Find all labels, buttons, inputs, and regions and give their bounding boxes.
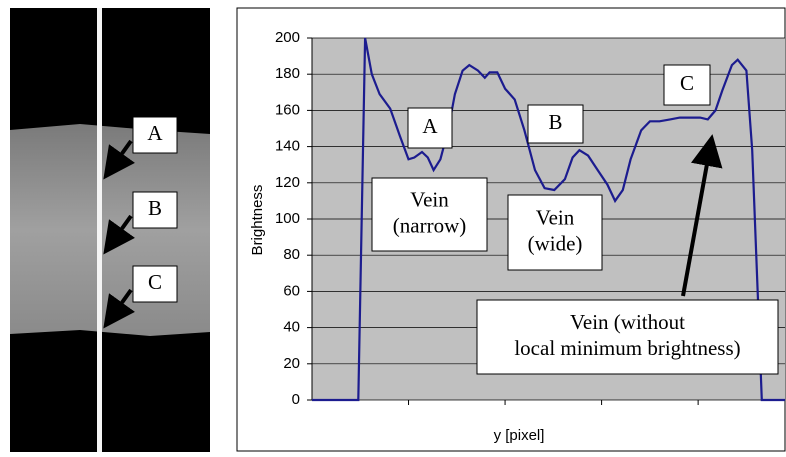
scan-line [97,8,102,452]
annotation-text: Vein [536,205,575,229]
annotation-text: A [422,114,438,138]
label-arrow [103,288,135,329]
y-tick-label: 60 [283,282,300,299]
annotation-box [371,177,488,252]
finger-image: A B C [10,8,210,452]
annotation-text: Vein [410,187,449,211]
y-tick-label: 140 [275,138,300,155]
annotation-text: B [548,110,562,134]
y-tick-label: 100 [275,210,300,227]
y-tick-label: 120 [275,174,300,191]
y-tick-label: 200 [275,29,300,46]
annotation-box [663,64,711,106]
annotation-box [476,299,779,375]
annotation-text: (wide) [528,231,583,255]
label-text: A [147,121,163,145]
finger [10,124,210,336]
label-arrow [103,139,135,180]
y-tick-label: 180 [275,65,300,82]
label-text: B [148,196,162,220]
data-line [312,37,785,402]
y-tick-label: 40 [283,319,300,336]
annotation-text: C [680,71,694,95]
annotation-arrow [681,134,723,297]
annotation-text: local minimum brightness) [514,336,740,360]
label-text: C [148,270,162,294]
annotation-box [407,107,453,149]
y-axis-label: Brightness [249,185,266,256]
annotation-box [507,194,603,271]
label-arrow [103,214,135,255]
annotation-box [527,104,584,144]
label-box [132,265,178,303]
y-tick-label: 80 [283,246,300,263]
label-box [132,116,178,154]
y-tick-label: 0 [292,391,300,408]
y-tick-label: 20 [283,355,300,372]
label-box [132,191,178,229]
annotation-text: (narrow) [393,213,466,237]
y-tick-label: 160 [275,101,300,118]
annotation-text: Vein (without [570,310,685,334]
x-axis-label: y [pixel] [494,427,545,444]
